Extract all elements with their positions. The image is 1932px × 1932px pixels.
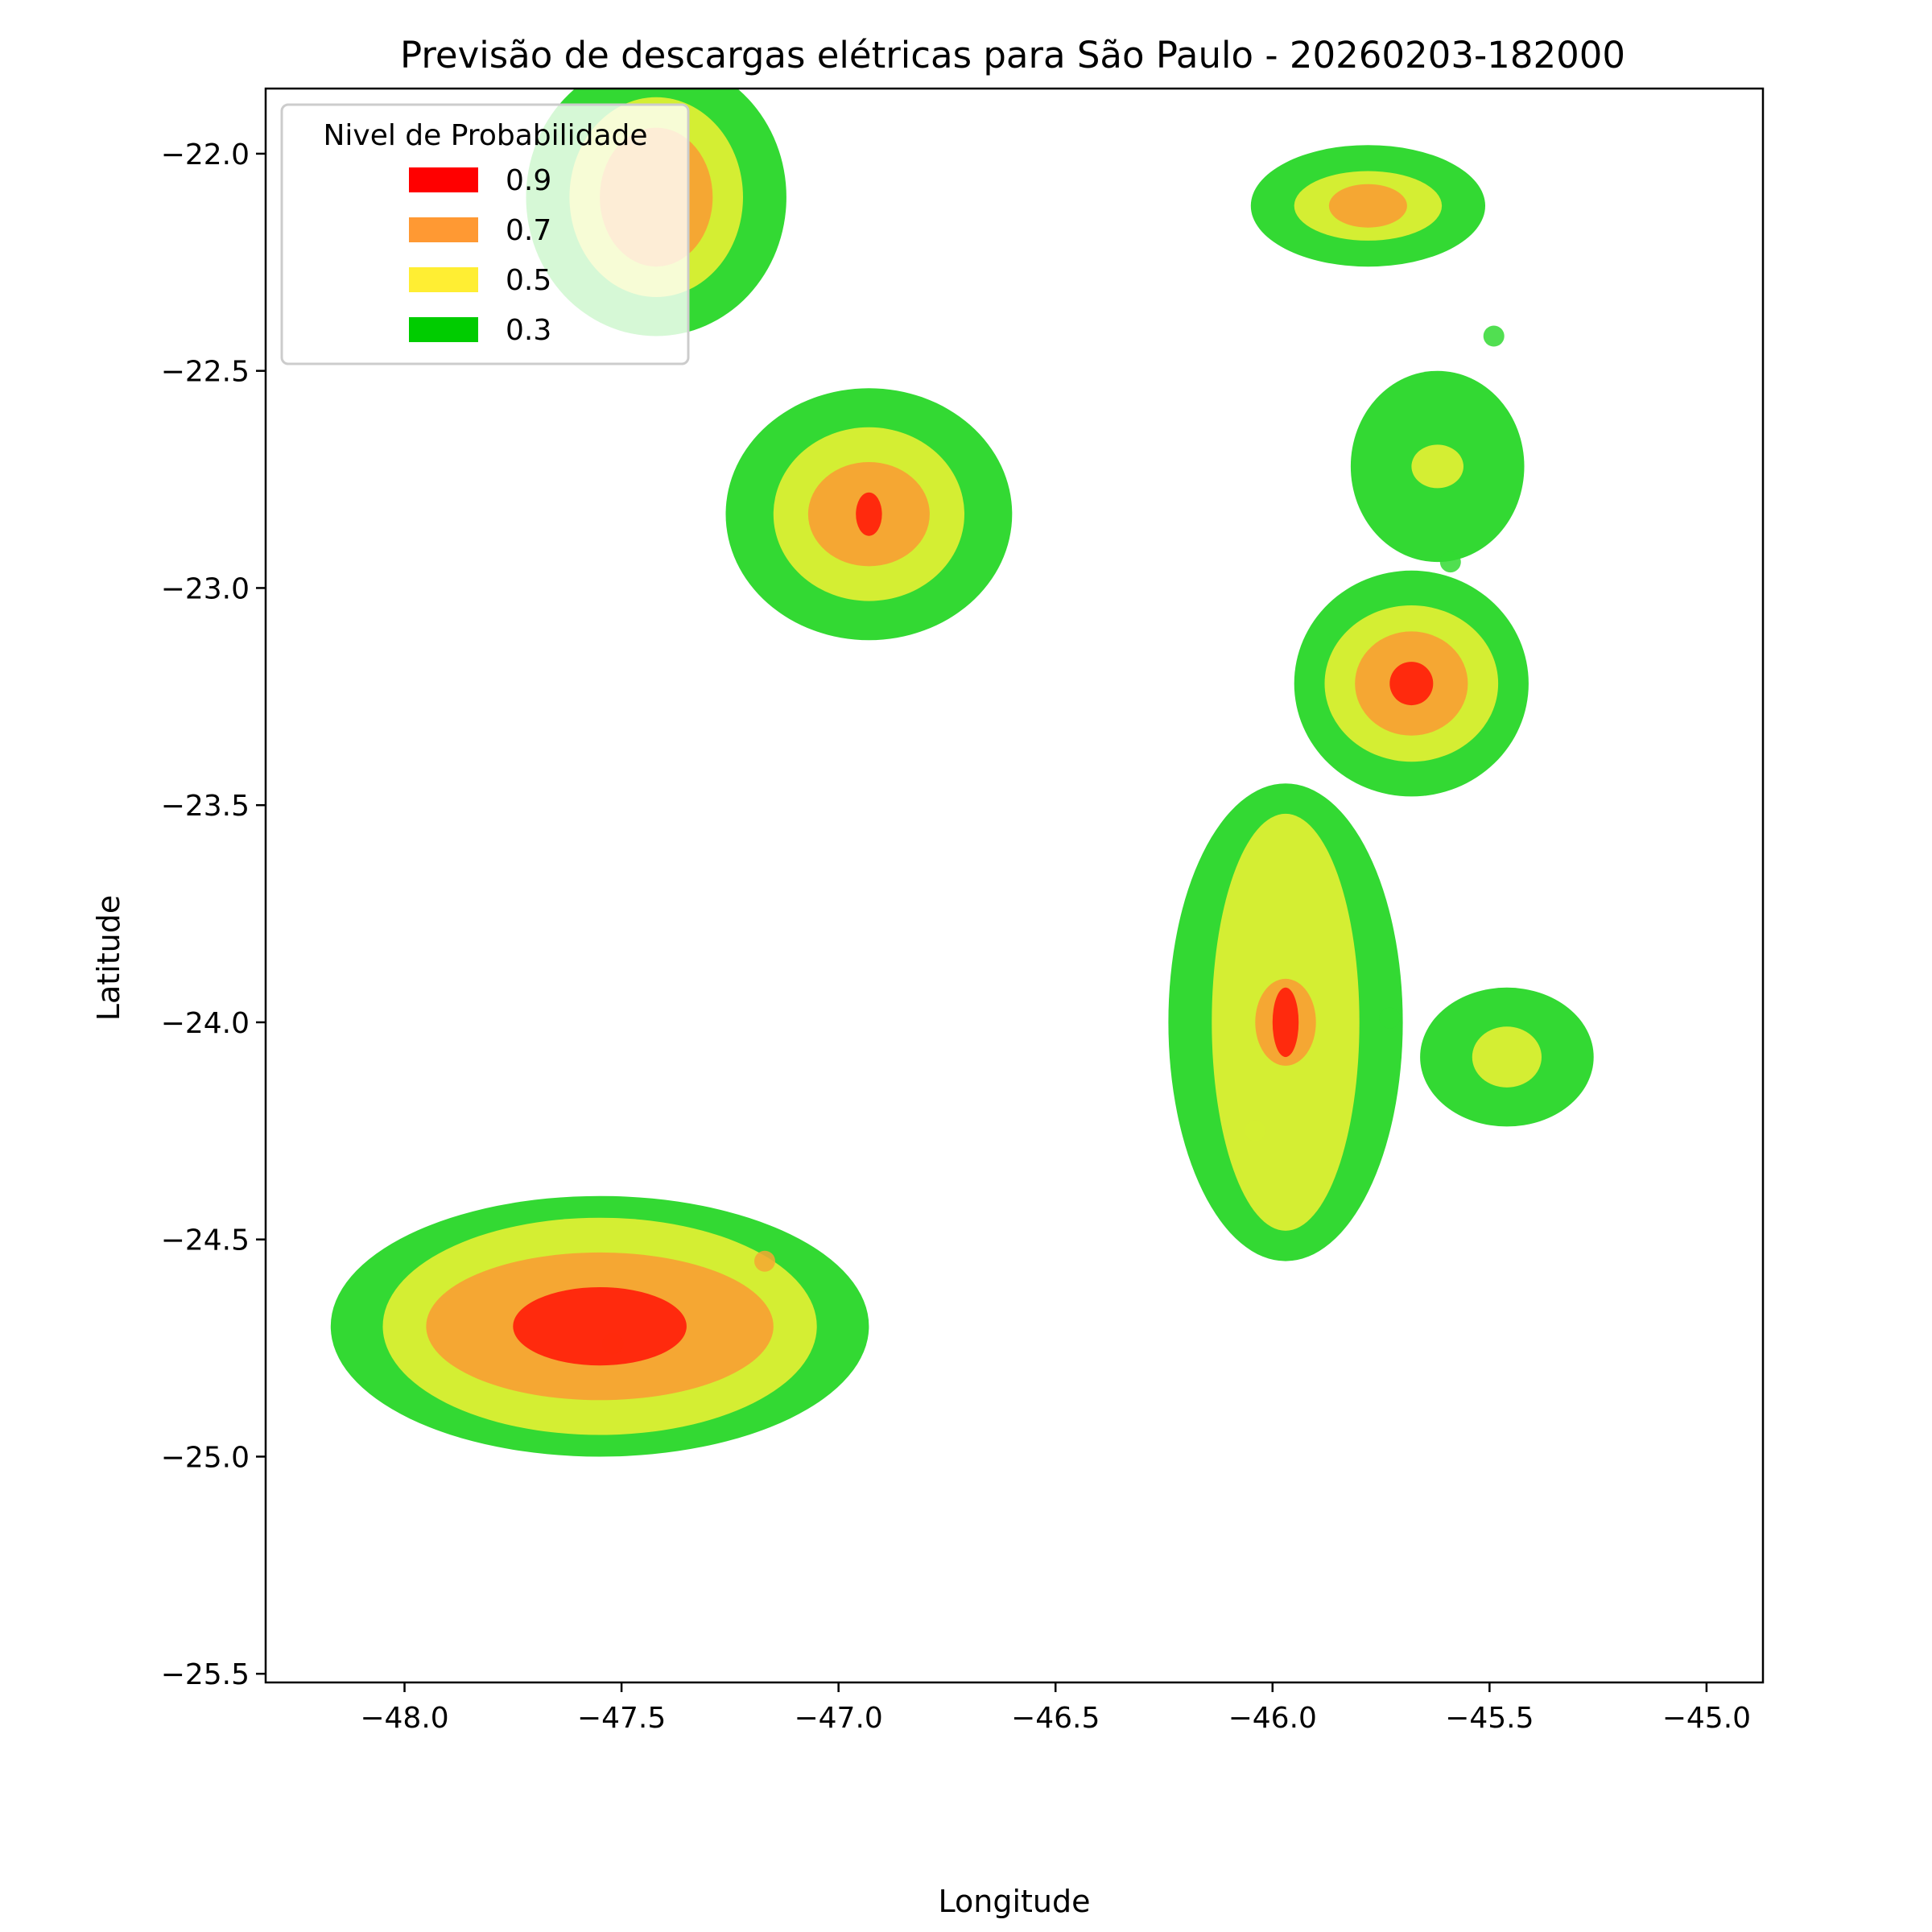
contour-cell-south-west [330,1195,869,1457]
axes-frame [264,87,1765,1684]
contour-level-09-vale-paraiba [1389,662,1434,706]
y-tick-label: −24.0 [161,1007,250,1040]
y-tick-label: −24.5 [161,1224,250,1257]
legend-swatch-03 [409,317,478,342]
x-axis-label: Longitude [939,1884,1091,1919]
y-tick-label: −25.0 [161,1441,250,1474]
legend: Nivel de Probabilidade 0.9 0.7 0.5 0.3 [280,103,690,365]
x-tick-label: −48.0 [360,1702,448,1735]
contour-cell-vale-paraiba [1294,570,1529,797]
marker-point-5 [602,1333,624,1355]
x-tick-label: −46.0 [1228,1702,1317,1735]
contour-cell-north-east-arc [1250,145,1485,267]
legend-label-09: 0.9 [506,164,551,197]
marker-point-1 [1439,551,1461,573]
legend-title: Nivel de Probabilidade [323,119,647,152]
y-tick-label: −25.5 [161,1658,250,1691]
y-axis: −22.0 −22.5 −23.0 −23.5 −24.0 −24.5 −25.0 −25.5 [161,138,266,1691]
contour-cell-coast-band [1168,783,1403,1261]
y-axis-label: Latitude [91,895,126,1021]
contour-level-05-east-small [1411,444,1463,489]
legend-box [280,103,690,365]
legend-entries: 0.9 0.7 0.5 0.3 [409,164,551,347]
markers-layer [602,325,1505,1355]
contour-level-09-south-west [513,1287,687,1366]
y-tick-label: −23.0 [161,572,250,605]
legend-swatch-05 [409,267,478,292]
legend-label-07: 0.7 [506,214,551,247]
legend-swatch-09 [409,167,478,192]
contour-cell-south-east-small [1420,987,1594,1127]
marker-point-3 [1245,1120,1266,1141]
x-axis: −48.0 −47.5 −47.0 −46.5 −46.0 −45.5 −45.0 [360,1682,1751,1735]
contour-cell-east-small [1350,370,1525,563]
marker-point-4 [754,1250,775,1272]
legend-label-05: 0.5 [506,264,551,297]
marker-point-0 [1483,325,1505,347]
y-tick-label: −22.5 [161,356,250,389]
contour-cell-campinas [725,388,1013,641]
y-tick-label: −22.0 [161,138,250,171]
x-tick-label: −46.5 [1011,1702,1100,1735]
contour-level-05-south-east-small [1472,1026,1542,1088]
x-tick-label: −47.0 [794,1702,882,1735]
x-tick-label: −45.0 [1662,1702,1751,1735]
contour-level-09-campinas [856,492,882,536]
marker-point-2 [1379,1007,1401,1029]
chart-title: Previsão de descargas elétricas para São… [400,34,1625,76]
y-tick-label: −23.5 [161,790,250,823]
legend-label-03: 0.3 [506,314,551,347]
contour-level-07-north-east-arc [1328,184,1407,228]
contour-level-09-coast-band [1272,987,1299,1058]
legend-swatch-07 [409,217,478,242]
x-tick-label: −45.5 [1445,1702,1534,1735]
x-tick-label: −47.5 [577,1702,666,1735]
